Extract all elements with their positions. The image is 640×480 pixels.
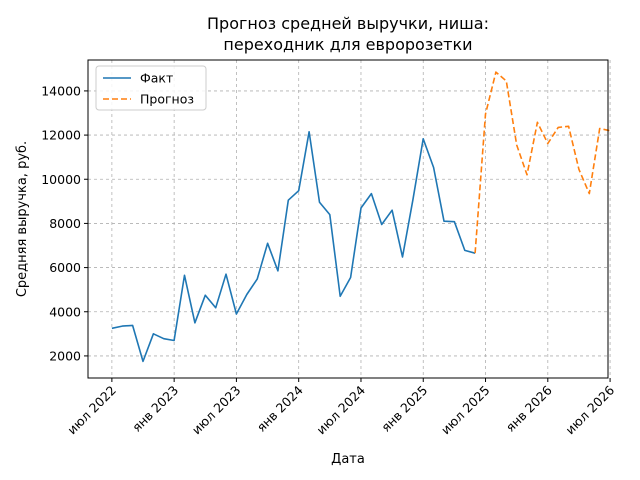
y-tick-label: 10000 bbox=[41, 172, 81, 187]
y-tick-label: 4000 bbox=[49, 304, 81, 319]
series-line-forecast bbox=[474, 71, 611, 254]
x-axis-label: Дата bbox=[331, 452, 365, 467]
legend: Факт Прогноз bbox=[95, 65, 207, 111]
x-tick-label: янв 2024 bbox=[254, 382, 306, 434]
chart-title-line1: Прогноз средней выручки, ниша: bbox=[207, 14, 489, 33]
x-tick-label: янв 2023 bbox=[129, 383, 181, 435]
y-tick-label: 2000 bbox=[49, 348, 81, 363]
plot-frame bbox=[87, 59, 609, 379]
x-tick-label: июл 2025 bbox=[438, 383, 493, 438]
chart-title-line2: переходник для евророзетки bbox=[223, 35, 472, 54]
x-tick-label: янв 2026 bbox=[503, 382, 555, 434]
chart-title: Прогноз средней выручки, ниша: переходни… bbox=[207, 14, 489, 54]
x-tick-label: июл 2026 bbox=[562, 382, 617, 437]
legend-label: Факт bbox=[140, 71, 173, 86]
x-tick-label: янв 2025 bbox=[378, 383, 430, 435]
y-axis: 2000 4000 6000 8000 10000 12000 14000 bbox=[41, 83, 88, 363]
x-tick-label: июл 2023 bbox=[189, 383, 244, 438]
y-tick-label: 6000 bbox=[49, 260, 81, 275]
y-tick-label: 14000 bbox=[41, 83, 81, 98]
series-line-fact bbox=[111, 131, 476, 363]
x-tick-label: июл 2024 bbox=[313, 382, 368, 437]
x-tick-label: июл 2022 bbox=[64, 383, 119, 438]
y-tick-label: 8000 bbox=[49, 216, 81, 231]
x-axis: июл 2022 янв 2023 июл 2023 янв 2024 июл 2024… bbox=[64, 378, 617, 437]
y-tick-label: 12000 bbox=[41, 128, 81, 143]
series-layer bbox=[111, 71, 611, 363]
y-axis-label: Средняя выручка, руб. bbox=[15, 141, 30, 297]
legend-label: Прогноз bbox=[140, 92, 194, 107]
